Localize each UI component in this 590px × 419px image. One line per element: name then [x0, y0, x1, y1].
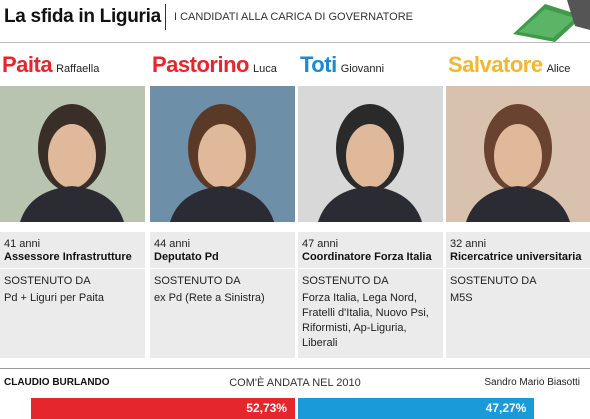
support-label: SOSTENUTO DA: [154, 275, 241, 287]
role: Coordinatore Forza Italia: [302, 251, 432, 263]
surname: Paita: [2, 52, 53, 77]
age: 32 anni: [450, 238, 487, 250]
support-line: Forza Italia, Lega Nord,: [302, 292, 417, 304]
separator: [446, 268, 590, 269]
support-line: Fratelli d'Italia, Nuovo Psi,: [302, 307, 429, 319]
support-list: Pd + Liguri per Paita: [4, 291, 144, 306]
portrait: [0, 86, 145, 222]
support-line: M5S: [450, 292, 473, 304]
result-bar: 47,27%: [298, 398, 535, 419]
candidate-card: Paita Raffaella 41 anni Assessore Infrastr…: [0, 43, 145, 358]
support-line: Liberali: [302, 337, 338, 349]
portrait: [298, 86, 443, 222]
first-name: Alice: [546, 63, 571, 75]
photo: [446, 86, 590, 222]
support-list: ex Pd (Rete a Sinistra): [154, 291, 294, 306]
runner-up-name: Sandro Mario Biasotti: [484, 377, 580, 388]
result-label: 52,73%: [246, 401, 287, 415]
rule: [0, 42, 590, 43]
support-line: Riformisti, Ap-Liguria,: [302, 322, 407, 334]
photo: [0, 86, 145, 222]
separator: [298, 268, 443, 269]
role: Deputato Pd: [154, 251, 219, 263]
info-panel: 47 anni Coordinatore Forza Italia SOSTENUT…: [298, 232, 443, 358]
support-label: SOSTENUTO DA: [4, 275, 91, 287]
separator: [150, 268, 295, 269]
info-panel: 32 anni Ricercatrice universitaria SOSTENU…: [446, 232, 590, 358]
info-panel: 44 anni Deputato Pd SOSTENUTO DA ex Pd (Ret…: [150, 232, 295, 358]
title: La sfida in Liguria: [4, 6, 161, 27]
role: Assessore Infrastrutture: [4, 251, 132, 263]
support-list: Forza Italia, Lega Nord, Fratelli d'Itali…: [302, 291, 442, 351]
subtitle: I CANDIDATI ALLA CARICA DI GOVERNATORE: [174, 11, 414, 23]
support-label: SOSTENUTO DA: [302, 275, 389, 287]
divider: [165, 4, 166, 30]
separator: [0, 268, 145, 269]
winner-name: CLAUDIO BURLANDO: [4, 377, 110, 388]
support-label: SOSTENUTO DA: [450, 275, 537, 287]
age: 44 anni: [154, 238, 191, 250]
support-list: M5S: [450, 291, 590, 306]
age: 47 anni: [302, 238, 339, 250]
result-label: 47,27%: [485, 401, 527, 415]
portrait: [150, 86, 295, 222]
ballot-icon: [513, 0, 590, 42]
role: Ricercatrice universitaria: [450, 251, 582, 263]
info-panel: 41 anni Assessore Infrastrutture SOSTENUTO…: [0, 232, 145, 358]
result-bar: 52,73%: [31, 398, 295, 419]
surname: Pastorino: [152, 52, 249, 77]
candidate-card: Salvatore Alice 32 anni Ricercatrice unive…: [446, 43, 590, 358]
photo: [298, 86, 443, 222]
candidate-name: Pastorino Luca: [152, 52, 277, 78]
rule: [0, 368, 590, 369]
age: 41 anni: [4, 238, 41, 250]
support-line: ex Pd (Rete a Sinistra): [154, 292, 265, 304]
candidate-card: Pastorino Luca 44 anni Deputato Pd SOSTENUT…: [150, 43, 295, 358]
portrait: [446, 86, 590, 222]
first-name: Luca: [252, 63, 277, 75]
results-title: COM'È ANDATA NEL 2010: [229, 377, 361, 389]
candidate-name: Paita Raffaella: [2, 52, 99, 78]
support-line: Pd + Liguri per Paita: [4, 292, 104, 304]
candidate-name: Toti Giovanni: [300, 52, 384, 78]
candidate-card: Toti Giovanni 47 anni Coordinatore Forza I…: [298, 43, 443, 358]
surname: Toti: [300, 52, 337, 77]
surname: Salvatore: [448, 52, 543, 77]
first-name: Raffaella: [56, 63, 100, 75]
candidate-name: Salvatore Alice: [448, 52, 570, 78]
photo: [150, 86, 295, 222]
first-name: Giovanni: [340, 63, 385, 75]
